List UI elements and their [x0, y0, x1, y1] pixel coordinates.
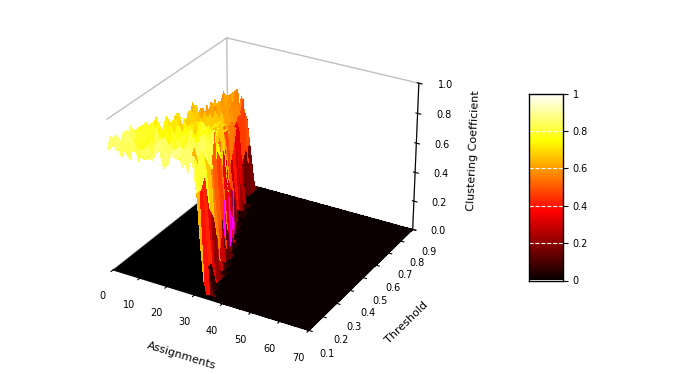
Y-axis label: Threshold: Threshold [384, 300, 430, 346]
X-axis label: Assignments: Assignments [146, 340, 218, 371]
